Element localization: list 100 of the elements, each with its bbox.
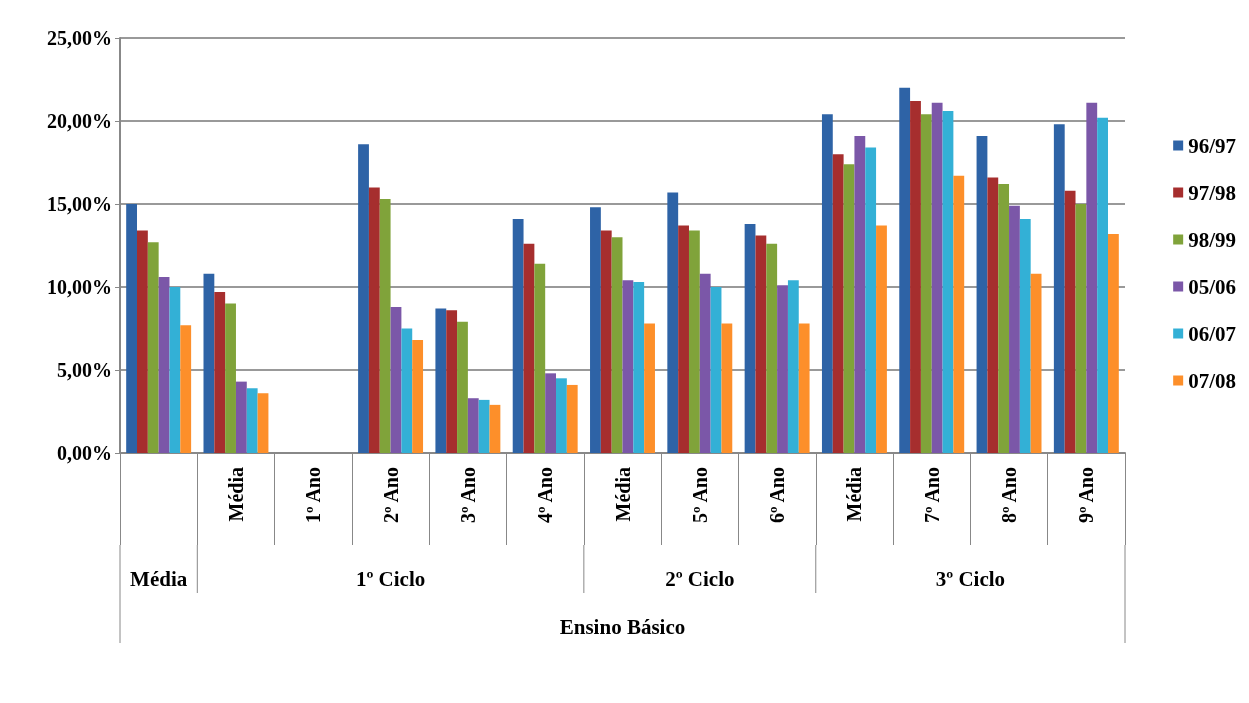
x-tick-label: 4º Ano	[534, 467, 557, 524]
text: Média	[130, 567, 188, 591]
bar	[358, 144, 369, 453]
bar	[987, 177, 999, 453]
y-tick-label: 5,00%	[57, 359, 112, 381]
bar	[1053, 124, 1065, 453]
x-tick-label: 1º Ano	[302, 467, 325, 524]
bar	[633, 282, 645, 453]
bar	[169, 287, 181, 453]
bar	[390, 306, 402, 453]
bar	[435, 308, 447, 453]
bar	[678, 225, 689, 453]
bar	[1075, 204, 1087, 453]
bar	[777, 285, 788, 453]
bar	[545, 373, 557, 453]
bar	[843, 164, 855, 453]
bar	[446, 310, 458, 453]
bar	[854, 135, 866, 453]
x-tick-label: 3º Ano	[456, 467, 479, 524]
bar	[158, 277, 170, 453]
bar	[246, 388, 258, 453]
bar	[1107, 233, 1119, 453]
bar	[832, 154, 844, 453]
bar	[766, 243, 778, 453]
bar	[644, 323, 655, 453]
bar	[379, 199, 391, 453]
bar	[600, 230, 612, 453]
bar	[622, 280, 634, 453]
text: 1º Ciclo	[355, 567, 426, 591]
x-tick-label: 7º Ano	[920, 467, 943, 524]
bar	[214, 291, 226, 453]
bar	[710, 287, 722, 453]
bar	[203, 273, 215, 453]
legend-label: 96/97	[1188, 133, 1237, 158]
bar	[180, 325, 192, 453]
bar	[931, 102, 943, 453]
bar	[821, 114, 833, 453]
text: 2º Ciclo	[665, 567, 735, 591]
y-tick-label: 0,00%	[57, 442, 112, 464]
legend-label: 97/98	[1188, 180, 1237, 205]
x-tick-label: Média	[843, 467, 866, 522]
bar	[147, 242, 159, 453]
bar	[876, 225, 887, 453]
bar	[798, 323, 810, 453]
legend-label: 05/06	[1188, 274, 1237, 299]
bar	[787, 280, 799, 453]
bar	[467, 398, 479, 453]
bar	[590, 207, 601, 453]
bar	[1019, 218, 1031, 453]
bar	[257, 393, 269, 453]
bar	[566, 384, 578, 453]
bar	[611, 237, 623, 453]
text: 3º Ciclo	[935, 567, 1006, 591]
bar	[512, 218, 524, 453]
bar	[534, 263, 546, 453]
bar	[1030, 273, 1042, 453]
x-tick-label: 6º Ano	[766, 467, 789, 524]
bar	[699, 273, 711, 453]
bar	[1086, 102, 1098, 453]
bar	[920, 114, 932, 453]
bar	[953, 175, 965, 453]
y-tick-label: 15,00%	[47, 193, 112, 215]
bar	[489, 404, 501, 453]
bar	[457, 321, 468, 453]
bar	[976, 135, 988, 453]
bar	[368, 187, 380, 453]
bar	[478, 399, 490, 453]
bar	[126, 204, 138, 453]
bar	[1064, 190, 1076, 453]
y-tick-label: 10,00%	[47, 276, 112, 298]
x-tick-label: 2º Ano	[379, 467, 402, 524]
bar	[744, 223, 756, 453]
y-tick-label: 25,00%	[47, 27, 112, 49]
bar	[1009, 205, 1020, 453]
x-axis-title: Ensino Básico	[559, 615, 686, 639]
bar	[523, 243, 535, 453]
legend-label: 06/07	[1188, 321, 1237, 346]
x-tick-label: 5º Ano	[688, 467, 711, 524]
bar	[667, 192, 679, 453]
bar	[998, 184, 1010, 453]
bar	[865, 147, 877, 453]
bar	[137, 230, 148, 453]
legend-label: 98/99	[1188, 227, 1237, 252]
legend-label: 07/08	[1188, 368, 1237, 393]
bar	[225, 303, 236, 453]
bar	[556, 378, 567, 453]
x-tick-label: 8º Ano	[998, 467, 1021, 524]
bar	[910, 101, 921, 453]
bar	[401, 328, 413, 453]
x-tick-label: 9º Ano	[1075, 467, 1098, 524]
bar	[1097, 117, 1108, 453]
x-tick-label: Média	[224, 467, 247, 522]
bar	[942, 111, 954, 453]
bar	[235, 381, 247, 453]
bar	[688, 230, 700, 453]
bar	[412, 340, 424, 453]
x-tick-label: Média	[611, 467, 634, 522]
bar	[755, 235, 767, 453]
bar	[899, 87, 911, 453]
bar	[721, 323, 733, 453]
